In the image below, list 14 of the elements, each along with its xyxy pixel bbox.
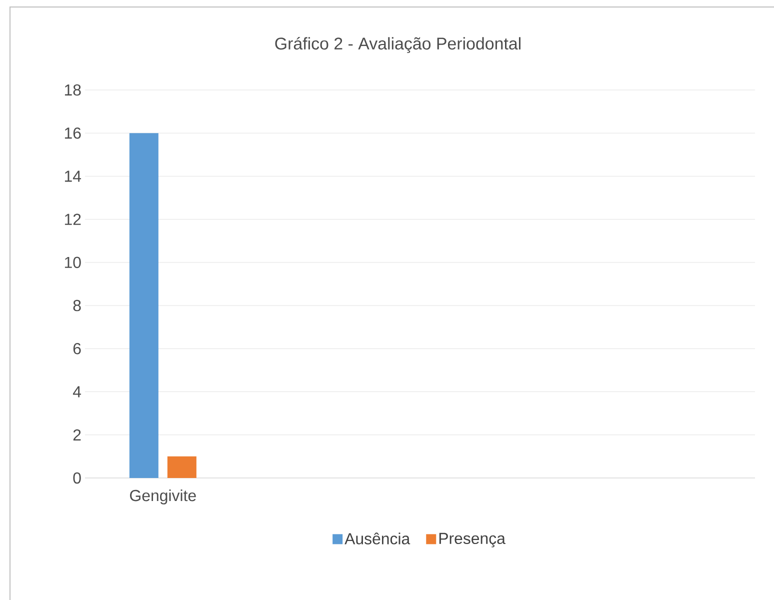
y-tick-label: 2 <box>73 429 81 440</box>
y-tick-label: 18 <box>64 84 81 96</box>
y-tick-label: 6 <box>73 343 81 354</box>
y-tick-label: 12 <box>64 214 81 225</box>
y-tick-label: 0 <box>73 472 81 484</box>
legend-label: Presença <box>439 532 506 548</box>
y-tick-label: 8 <box>73 300 81 312</box>
legend-label: Ausência <box>344 532 410 544</box>
y-tick-label: 14 <box>64 170 82 182</box>
text: Gráfico 2 - Avaliação Periodontal <box>275 36 520 54</box>
y-tick-label: 10 <box>64 256 81 268</box>
y-tick-label: 16 <box>64 127 81 139</box>
y-tick-label: 4 <box>72 386 82 398</box>
x-tick-label: Gengivite <box>130 490 196 504</box>
